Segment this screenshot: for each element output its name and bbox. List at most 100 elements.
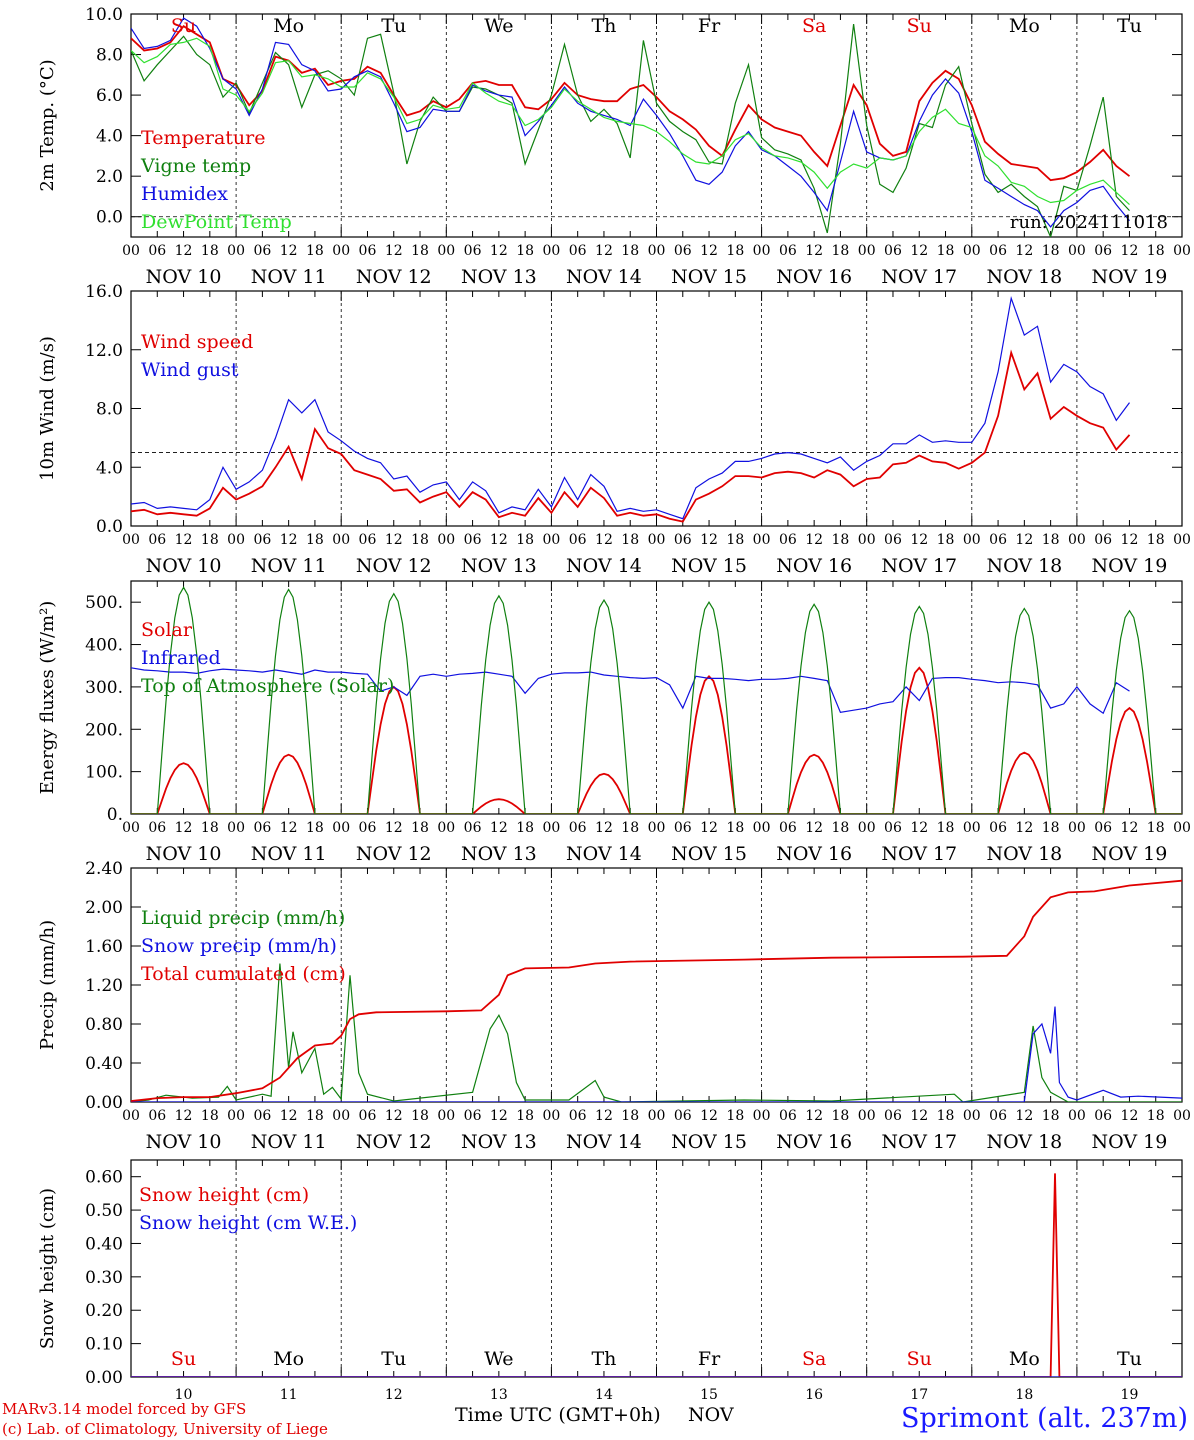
hour-tick-label: 12 [490, 1108, 508, 1124]
hour-tick-label: 00 [753, 243, 771, 259]
day-number-label: 17 [910, 1387, 928, 1403]
legend-entry: Total cumulated (cm) [141, 963, 346, 985]
day-date-label: NOV 12 [356, 555, 432, 577]
hour-tick-label: 00 [542, 532, 560, 548]
y-tick-label: 12.0 [85, 341, 123, 361]
day-number-label: 12 [385, 1387, 403, 1403]
series-line [131, 37, 1130, 206]
hour-tick-label: 06 [779, 820, 797, 836]
day-date-label: NOV 14 [566, 555, 642, 577]
hour-tick-label: 00 [858, 1108, 876, 1124]
day-date-label: NOV 15 [671, 1131, 747, 1153]
day-date-label: NOV 19 [1092, 843, 1168, 865]
series-line [131, 666, 1182, 814]
hour-tick-label: 18 [832, 1108, 850, 1124]
day-date-label: NOV 10 [146, 266, 222, 288]
y-axis-label: Precip (mm/h) [37, 920, 58, 1050]
day-date-label: NOV 10 [146, 1131, 222, 1153]
hour-tick-label: 18 [621, 1108, 639, 1124]
day-date-label: NOV 18 [986, 843, 1062, 865]
y-tick-label: 0.50 [85, 1201, 123, 1221]
hour-tick-label: 18 [411, 532, 429, 548]
day-date-label: NOV 12 [356, 266, 432, 288]
hour-tick-label: 18 [1042, 243, 1060, 259]
day-number-label: 18 [1015, 1387, 1033, 1403]
day-date-label: NOV 16 [776, 555, 852, 577]
hour-tick-label: 12 [805, 820, 823, 836]
hour-tick-label: 18 [726, 532, 744, 548]
x-axis-month: NOV [688, 1404, 734, 1426]
hour-tick-label: 18 [937, 243, 955, 259]
day-of-week-label: Tu [381, 15, 406, 37]
day-date-label: NOV 15 [671, 843, 747, 865]
hour-tick-label: 06 [989, 820, 1007, 836]
day-date-label: NOV 16 [776, 266, 852, 288]
day-date-label: NOV 10 [146, 555, 222, 577]
y-tick-label: 0.0 [96, 208, 123, 228]
day-of-week-label: We [484, 15, 513, 37]
legend-entry: Solar [141, 619, 193, 641]
hour-tick-label: 12 [385, 532, 403, 548]
series-line [131, 1173, 1182, 1377]
hour-tick-label: 00 [963, 820, 981, 836]
day-number-label: 16 [805, 1387, 823, 1403]
hour-tick-label: 00 [227, 243, 245, 259]
hour-tick-label: 12 [805, 243, 823, 259]
hour-tick-label: 06 [674, 1108, 692, 1124]
legend-entry: Snow precip (mm/h) [141, 935, 337, 957]
hour-tick-label: 12 [910, 820, 928, 836]
hour-tick-label: 06 [359, 820, 377, 836]
y-tick-label: 2.00 [85, 898, 123, 918]
hour-tick-label: 06 [359, 1108, 377, 1124]
hour-tick-label: 06 [253, 532, 271, 548]
x-axis-title: Time UTC (GMT+0h) [455, 1404, 661, 1426]
hour-tick-label: 06 [884, 243, 902, 259]
hour-tick-label: 00 [1068, 820, 1086, 836]
day-of-week-label: Th [591, 15, 616, 37]
series-line [131, 963, 1182, 1102]
day-of-week-label: Tu [1117, 1348, 1142, 1370]
y-axis-label: Snow height (cm) [37, 1188, 58, 1349]
day-of-week-label: Tu [381, 1348, 406, 1370]
legend-entry: Humidex [141, 183, 228, 205]
hour-tick-label: 00 [648, 532, 666, 548]
y-tick-label: 10.0 [85, 5, 123, 25]
hour-tick-label: 06 [674, 532, 692, 548]
hour-tick-label: 00 [753, 1108, 771, 1124]
hour-tick-label: 06 [148, 820, 166, 836]
day-of-week-label: Sa [802, 15, 826, 37]
hour-tick-label: 06 [569, 532, 587, 548]
hour-tick-label: 18 [411, 1108, 429, 1124]
hour-tick-label: 18 [306, 243, 324, 259]
hour-tick-label: 06 [989, 243, 1007, 259]
series-line [131, 1006, 1182, 1102]
hour-tick-label: 18 [201, 532, 219, 548]
legend-entry: Vigne temp [140, 155, 251, 177]
hour-tick-label: 18 [1147, 532, 1165, 548]
series-line [131, 879, 1182, 1102]
day-date-label: NOV 13 [461, 266, 537, 288]
hour-tick-label: 12 [1121, 820, 1139, 836]
y-axis-label: 2m Temp. (°C) [37, 59, 58, 191]
hour-tick-label: 12 [1121, 243, 1139, 259]
hour-tick-label: 00 [542, 820, 560, 836]
hour-tick-label: 12 [595, 243, 613, 259]
hour-tick-label: 06 [464, 820, 482, 836]
panel-3 [130, 580, 1183, 815]
y-tick-label: 0.0 [96, 517, 123, 537]
y-tick-label: 0.40 [85, 1054, 123, 1074]
day-of-week-label: Mo [1009, 1348, 1040, 1370]
hour-tick-label: 00 [122, 1108, 140, 1124]
hour-tick-label: 18 [1042, 820, 1060, 836]
hour-tick-label: 18 [726, 243, 744, 259]
hour-tick-label: 00 [858, 532, 876, 548]
series-line [131, 295, 1130, 520]
y-tick-label: 6.0 [96, 86, 123, 106]
day-of-week-label: Su [171, 1348, 196, 1370]
y-tick-label: 200. [85, 720, 123, 740]
hour-tick-label: 06 [359, 532, 377, 548]
hour-tick-label: 18 [1042, 532, 1060, 548]
hour-tick-label: 00 [437, 1108, 455, 1124]
hour-tick-label: 12 [385, 1108, 403, 1124]
